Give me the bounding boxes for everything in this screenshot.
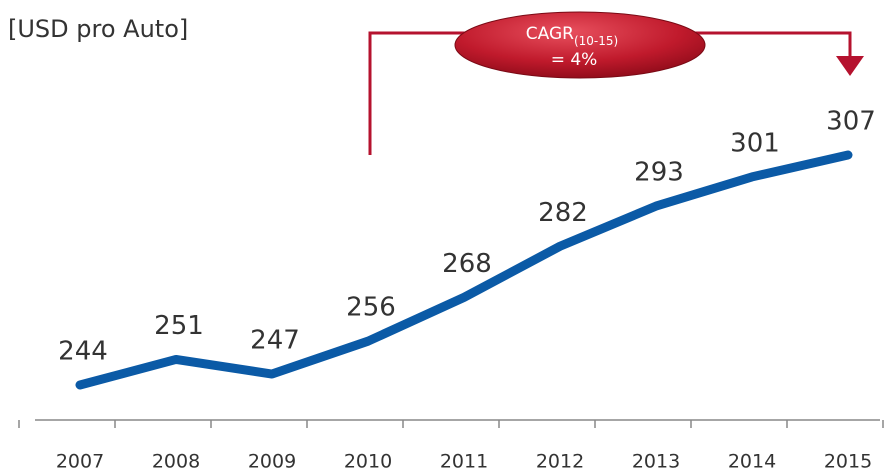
- cagr-annotation: CAGR(10-15) = 4%: [368, 11, 864, 155]
- cagr-text: CAGR(10-15): [526, 24, 618, 48]
- data-label: 251: [154, 311, 204, 341]
- x-tick-label: 2010: [344, 451, 392, 473]
- data-label: 256: [346, 293, 396, 323]
- cagr-subscript: (10-15): [574, 34, 618, 48]
- data-label: 301: [730, 128, 780, 158]
- x-tick-label: 2011: [440, 451, 488, 473]
- data-label: 247: [250, 326, 300, 356]
- unit-label: [USD pro Auto]: [8, 15, 188, 43]
- x-tick-label: 2012: [536, 451, 584, 473]
- data-label: 268: [442, 249, 492, 279]
- data-label: 244: [58, 337, 108, 367]
- data-label: 307: [826, 107, 876, 137]
- x-tick-label: 2008: [152, 451, 200, 473]
- x-tick-label: 2015: [824, 451, 872, 473]
- cagr-label: CAGR: [526, 24, 574, 44]
- cagr-value: = 4%: [551, 50, 598, 70]
- cagr-badge: [454, 11, 706, 79]
- x-tick-label: 2007: [56, 451, 104, 473]
- x-tick-label: 2014: [728, 451, 776, 473]
- line: [75, 150, 853, 390]
- x-tick-label: 2009: [248, 451, 296, 473]
- x-tick-label: 2013: [632, 451, 680, 473]
- data-label: 293: [634, 158, 684, 188]
- arrow-head: [836, 56, 864, 76]
- data-label: 282: [538, 198, 588, 228]
